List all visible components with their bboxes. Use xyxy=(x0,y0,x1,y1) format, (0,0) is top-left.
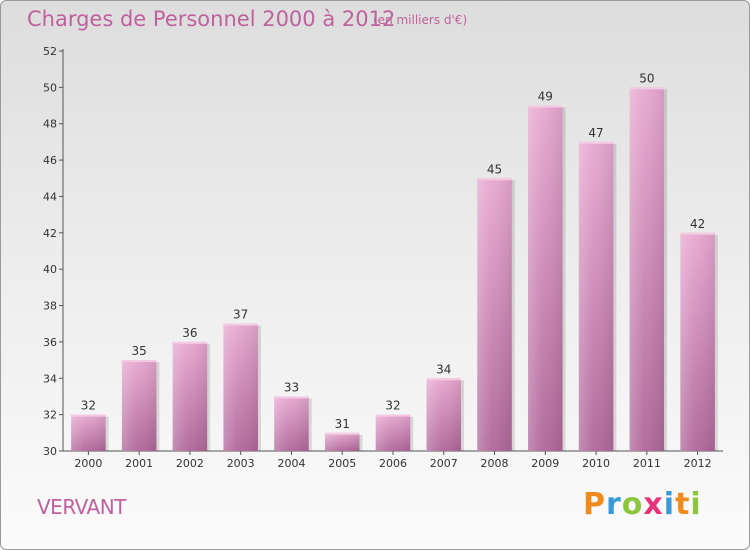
bar-top-edge xyxy=(477,178,512,181)
data-label: 31 xyxy=(335,417,350,431)
bar-top-edge xyxy=(528,105,563,108)
x-tick-label: 2007 xyxy=(430,457,458,470)
x-tick-label: 2000 xyxy=(74,457,102,470)
y-tick-label: 52 xyxy=(43,45,57,58)
data-label: 45 xyxy=(487,162,502,176)
data-label: 36 xyxy=(182,326,197,340)
y-tick-label: 50 xyxy=(43,81,57,94)
logo-letter: P xyxy=(583,487,606,522)
bar-highlight xyxy=(375,414,411,451)
data-label: 33 xyxy=(284,380,299,394)
bar-top-edge xyxy=(223,323,258,326)
chart-subtitle: (en milliers d'€) xyxy=(373,13,468,27)
bar-top-edge xyxy=(375,414,411,417)
bar-top-edge xyxy=(172,341,208,344)
logo-letter: t xyxy=(675,487,691,522)
bar-top-edge xyxy=(578,141,614,144)
y-tick-label: 32 xyxy=(43,409,57,422)
bar-highlight xyxy=(578,141,614,451)
y-tick-label: 46 xyxy=(43,154,57,167)
logo-letter: i xyxy=(663,487,676,522)
logo-letter: x xyxy=(643,487,664,522)
chart-title: Charges de Personnel 2000 à 2012 xyxy=(27,7,396,31)
bar-highlight xyxy=(629,87,665,451)
data-label: 47 xyxy=(588,126,603,140)
x-tick-label: 2008 xyxy=(481,457,509,470)
x-tick-label: 2004 xyxy=(277,457,305,470)
bar-top-edge xyxy=(274,396,309,399)
bar-highlight xyxy=(172,341,208,451)
x-tick-label: 2001 xyxy=(125,457,153,470)
bar-highlight xyxy=(324,432,360,451)
data-label: 42 xyxy=(690,217,705,231)
y-tick-label: 34 xyxy=(43,372,57,385)
bar-highlight xyxy=(274,396,309,451)
x-tick-label: 2005 xyxy=(328,457,356,470)
y-tick-label: 36 xyxy=(43,336,57,349)
x-tick-label: 2006 xyxy=(379,457,407,470)
data-label: 32 xyxy=(81,399,96,413)
y-tick-label: 30 xyxy=(43,445,57,458)
x-tick-label: 2003 xyxy=(227,457,255,470)
logo-letter: o xyxy=(621,487,644,522)
logo-letter: i xyxy=(690,487,702,522)
bar-highlight xyxy=(71,414,106,451)
y-tick-label: 42 xyxy=(43,227,57,240)
x-tick-label: 2002 xyxy=(176,457,204,470)
proxiti-logo: Proxiti xyxy=(583,487,702,522)
bar-highlight xyxy=(680,232,715,451)
x-tick-label: 2012 xyxy=(684,457,712,470)
data-label: 37 xyxy=(233,308,248,322)
x-tick-label: 2010 xyxy=(582,457,610,470)
bar-highlight xyxy=(426,378,462,451)
bar-top-edge xyxy=(680,232,715,235)
bar-top-edge xyxy=(324,432,360,435)
commune-name: VERVANT xyxy=(37,495,126,519)
data-label: 50 xyxy=(639,71,654,85)
bar-top-edge xyxy=(426,378,462,381)
bar-top-edge xyxy=(121,360,157,363)
bar-highlight xyxy=(121,360,157,451)
bar-highlight xyxy=(528,105,563,451)
bar-top-edge xyxy=(71,414,106,417)
data-label: 49 xyxy=(538,90,553,104)
x-tick-label: 2009 xyxy=(531,457,559,470)
logo-letter: r xyxy=(606,487,622,522)
bars-layer: 32 35 36 37 33 31 32 34 45 49 47 50 42 xyxy=(71,71,718,452)
x-tick-label: 2011 xyxy=(633,457,661,470)
axis-layer: 30 32 34 36 38 40 42 44 46 48 50 52 2000 2001 2002 2003… xyxy=(43,45,723,470)
bar-highlight xyxy=(477,178,512,452)
data-label: 34 xyxy=(436,362,451,376)
y-tick-label: 48 xyxy=(43,118,57,131)
data-label: 32 xyxy=(385,399,400,413)
bar-highlight xyxy=(223,323,258,451)
y-tick-label: 44 xyxy=(43,190,57,203)
bar-top-edge xyxy=(629,87,665,90)
y-tick-label: 38 xyxy=(43,300,57,313)
y-tick-label: 40 xyxy=(43,263,57,276)
data-label: 35 xyxy=(132,344,147,358)
